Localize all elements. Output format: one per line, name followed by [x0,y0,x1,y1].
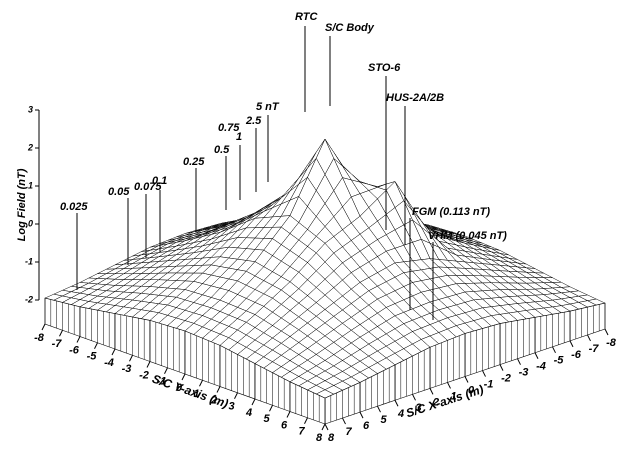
annotation: 5 nT [256,101,280,113]
x-tick-label: 6 [363,420,370,432]
y-tick-label: -2 [139,369,149,381]
x-tick-label: -3 [519,367,529,379]
annotation: FGM (0.113 nT) [412,206,490,218]
y-tick-label: 8 [316,432,323,444]
x-tick-label: 8 [328,432,335,444]
y-tick-label: -4 [104,357,114,369]
x-tick-label: -6 [571,349,582,361]
y-tick [286,411,291,418]
z-tick-label: 1 [28,180,33,190]
x-tick-label: 1 [450,390,456,402]
x-tick [377,405,381,413]
x-tick-label: 0 [468,384,475,396]
y-tick-label: 6 [281,419,288,431]
x-tick [447,382,451,389]
surface [44,138,606,425]
x-tick-label: -4 [536,361,546,373]
annotation: 0.75 [218,122,240,134]
x-tick [534,352,539,359]
x-tick [587,334,591,342]
x-tick-label: 7 [345,426,352,438]
y-tick [269,405,273,412]
y-tick-label: 1 [193,388,199,400]
x-tick-label: 3 [415,402,421,414]
annotation: S/C Body [325,22,375,34]
z-tick-label: -1 [25,256,33,266]
y-tick-label: -6 [69,344,80,356]
annotation: 0.075 [134,181,162,193]
z-tick-label: 3 [28,104,33,114]
x-tick-label: -2 [501,373,511,385]
annotation: 0.025 [60,201,88,213]
annotation: 1 [236,131,242,143]
annotation: 0.05 [108,186,130,198]
x-tick [569,340,574,348]
x-tick-label: 2 [432,396,439,408]
annotation: HUS-2A/2B [386,92,444,104]
annotation: 2.5 [245,115,262,127]
y-tick-label: -7 [52,338,63,350]
x-tick-label: -8 [606,337,617,349]
x-tick [359,411,364,419]
x-tick [429,388,434,395]
y-tick-label: -1 [157,376,167,388]
y-tick-label: 2 [210,394,217,406]
annotation: 0.5 [214,144,230,156]
y-tick [59,330,63,337]
z-axis-label: Log Field (nT) [16,168,28,241]
y-tick [129,355,133,362]
annotation: 0.25 [183,156,205,168]
y-tick [199,380,203,387]
x-tick [412,394,416,401]
annotation: STO-6 [368,62,401,74]
x-tick [394,400,399,407]
y-tick-label: 4 [245,407,252,419]
x-tick [342,417,346,425]
x-tick-label: -7 [589,343,600,355]
x-tick [604,328,609,336]
y-tick [76,336,81,343]
annotation: VHM (0.045 nT) [428,230,507,242]
y-tick [41,323,46,331]
x-tick-label: -5 [554,355,565,367]
z-tick-label: 2 [27,142,33,152]
x-tick [499,364,504,371]
y-tick [251,398,256,406]
x-tick [324,423,329,431]
annotation: RTC [295,11,318,23]
y-tick [111,348,116,356]
y-tick [94,342,98,349]
y-tick-label: -5 [87,351,98,363]
annotation: 0.1 [152,175,167,187]
z-tick-label: 0 [28,218,33,228]
x-tick [552,346,556,354]
x-tick-label: 4 [397,408,404,420]
y-tick-label: -8 [34,332,45,344]
x-tick-label: 5 [380,414,387,426]
y-tick [234,392,238,399]
y-tick-label: 3 [228,401,234,413]
x-tick-label: -1 [484,378,494,390]
y-tick [304,417,308,424]
y-tick-label: 0 [176,382,183,394]
x-tick [464,376,469,383]
x-tick [482,370,486,377]
y-tick [216,386,221,393]
y-tick-label: 5 [263,413,270,425]
y-tick [181,373,186,381]
y-tick [146,361,151,368]
x-tick [517,358,521,365]
y-tick-label: -3 [122,363,132,375]
y-tick-label: 7 [298,426,305,438]
y-tick [164,367,168,374]
z-tick-label: -2 [25,294,33,304]
y-tick [321,423,326,431]
